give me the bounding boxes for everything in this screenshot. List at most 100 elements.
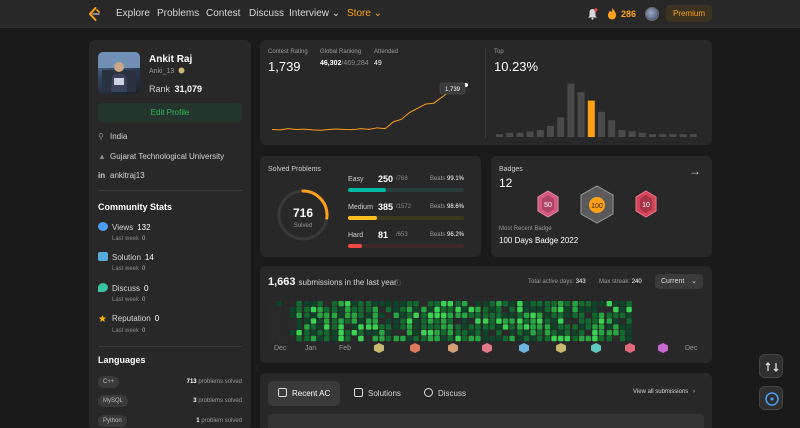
heatmap-cell[interactable] <box>475 335 481 342</box>
heatmap-cell[interactable] <box>441 324 447 330</box>
heatmap-cell[interactable] <box>483 312 489 318</box>
heatmap-cell[interactable] <box>544 312 551 318</box>
heatmap-cell[interactable] <box>345 318 351 324</box>
heatmap-cell[interactable] <box>338 335 344 342</box>
heatmap-cell[interactable] <box>317 335 323 342</box>
heatmap-cell[interactable] <box>572 306 578 313</box>
edit-profile-button[interactable]: Edit Profile <box>98 103 242 122</box>
heatmap-cell[interactable] <box>317 312 323 318</box>
heatmap-cell[interactable] <box>283 335 289 342</box>
heatmap-cell[interactable] <box>276 312 282 318</box>
heatmap-cell[interactable] <box>345 312 351 318</box>
heatmap-cell[interactable] <box>400 318 406 324</box>
heatmap-cell[interactable] <box>372 312 378 318</box>
heatmap-cell[interactable] <box>296 301 302 307</box>
heatmap-cell[interactable] <box>331 306 338 313</box>
heatmap-cell[interactable] <box>468 301 474 307</box>
heatmap-cell[interactable] <box>530 312 536 318</box>
heatmap-cell[interactable] <box>585 306 591 313</box>
heatmap-cell[interactable] <box>468 306 474 313</box>
heatmap-cell[interactable] <box>304 324 310 330</box>
month-badge-icon[interactable] <box>448 343 458 353</box>
heatmap-cell[interactable] <box>331 318 338 324</box>
heatmap-cell[interactable] <box>413 318 419 324</box>
heatmap-cell[interactable] <box>338 324 344 330</box>
heatmap-cell[interactable] <box>626 324 632 330</box>
nav-store[interactable]: Store ⌄ <box>347 8 383 19</box>
heatmap-cell[interactable] <box>496 301 502 307</box>
heatmap-cell[interactable] <box>276 324 282 330</box>
month-badge-icon[interactable] <box>519 343 529 353</box>
nav-discuss[interactable]: Discuss <box>249 8 285 19</box>
heatmap-cell[interactable] <box>385 335 392 342</box>
nav-explore[interactable]: Explore <box>116 8 150 19</box>
linkedin-text[interactable]: ankitraj13 <box>110 171 145 180</box>
heatmap-cell[interactable] <box>475 306 481 313</box>
heatmap-cell[interactable] <box>489 301 495 307</box>
heatmap-cell[interactable] <box>372 306 378 313</box>
heatmap-cell[interactable] <box>564 312 570 318</box>
heatmap-cell[interactable] <box>537 301 543 307</box>
heatmap-cell[interactable] <box>379 318 385 324</box>
heatmap-cell[interactable] <box>544 330 551 336</box>
heatmap-cell[interactable] <box>379 324 385 330</box>
heatmap-cell[interactable] <box>626 312 632 318</box>
heatmap-cell[interactable] <box>385 318 392 324</box>
heatmap-cell[interactable] <box>345 335 351 342</box>
heatmap-cell[interactable] <box>551 335 557 342</box>
heatmap-cell[interactable] <box>441 312 447 318</box>
heatmap-cell[interactable] <box>276 318 282 324</box>
heatmap-cell[interactable] <box>626 335 632 342</box>
heatmap-cell[interactable] <box>598 318 605 324</box>
submission-heatmap[interactable] <box>270 296 702 342</box>
heatmap-cell[interactable] <box>619 306 626 313</box>
heatmap-cell[interactable] <box>592 312 598 318</box>
heatmap-cell[interactable] <box>502 318 509 324</box>
heatmap-cell[interactable] <box>564 324 570 330</box>
heatmap-cell[interactable] <box>564 301 570 307</box>
heatmap-cell[interactable] <box>317 330 323 336</box>
heatmap-cell[interactable] <box>434 306 440 313</box>
heatmap-cell[interactable] <box>523 312 530 318</box>
heatmap-cell[interactable] <box>366 306 372 313</box>
heatmap-cell[interactable] <box>351 324 357 330</box>
heatmap-cell[interactable] <box>572 318 578 324</box>
heatmap-cell[interactable] <box>358 324 364 330</box>
heatmap-cell[interactable] <box>372 330 378 336</box>
heatmap-cell[interactable] <box>427 306 434 313</box>
heatmap-cell[interactable] <box>509 306 515 313</box>
heatmap-cell[interactable] <box>517 318 523 324</box>
heatmap-cell[interactable] <box>400 301 406 307</box>
heatmap-cell[interactable] <box>509 301 515 307</box>
heatmap-cell[interactable] <box>558 301 564 307</box>
heatmap-cell[interactable] <box>558 324 564 330</box>
heatmap-cell[interactable] <box>517 306 523 313</box>
heatmap-cell[interactable] <box>564 335 570 342</box>
heatmap-cell[interactable] <box>289 330 296 336</box>
heatmap-cell[interactable] <box>592 306 598 313</box>
heatmap-cell[interactable] <box>613 330 619 336</box>
heatmap-cell[interactable] <box>517 330 523 336</box>
heatmap-cell[interactable] <box>304 330 310 336</box>
heatmap-cell[interactable] <box>502 312 509 318</box>
heatmap-cell[interactable] <box>434 301 440 307</box>
heatmap-cell[interactable] <box>517 301 523 307</box>
heatmap-cell[interactable] <box>517 335 523 342</box>
heatmap-cell[interactable] <box>338 318 344 324</box>
heatmap-cell[interactable] <box>406 306 413 313</box>
heatmap-cell[interactable] <box>289 312 296 318</box>
heatmap-cell[interactable] <box>592 324 598 330</box>
heatmap-cell[interactable] <box>475 301 481 307</box>
badge-icon[interactable]: 50 <box>537 190 559 218</box>
heatmap-cell[interactable] <box>579 330 585 336</box>
heatmap-cell[interactable] <box>400 306 406 313</box>
heatmap-cell[interactable] <box>598 330 605 336</box>
heatmap-cell[interactable] <box>304 318 310 324</box>
heatmap-cell[interactable] <box>358 318 364 324</box>
heatmap-cell[interactable] <box>523 335 530 342</box>
heatmap-cell[interactable] <box>345 301 351 307</box>
heatmap-cell[interactable] <box>421 330 427 336</box>
heatmap-cell[interactable] <box>558 312 564 318</box>
heatmap-cell[interactable] <box>462 312 468 318</box>
heatmap-cell[interactable] <box>598 301 605 307</box>
